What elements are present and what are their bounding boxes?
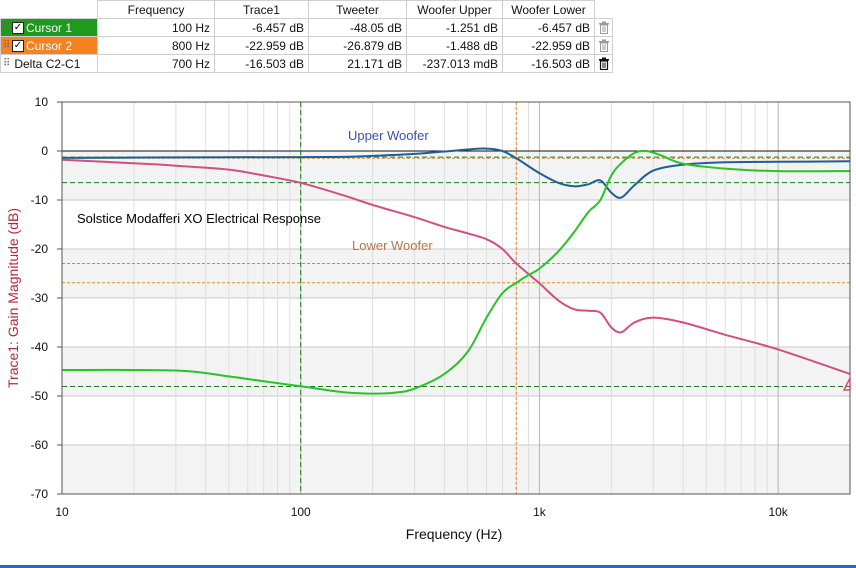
cell-trace1: -16.503 dB [214,54,309,73]
trash-icon[interactable] [596,57,612,70]
cell-frequency: 700 Hz [97,54,215,73]
upper-woofer-label: Upper Woofer [348,128,429,143]
cursor-name-cell[interactable]: ⠿ ✓ Cursor 2 [0,36,98,55]
trash-icon[interactable] [596,39,612,52]
cursor-name: Delta C2-C1 [14,56,81,71]
cell-woofer-upper: -1.488 dB [406,36,503,55]
x-axis-title: Frequency (Hz) [406,526,502,542]
y-tick-label: -70 [31,487,49,501]
status-bar [0,565,856,568]
y-tick-label: -30 [31,291,49,305]
cursor-row-2[interactable]: ⠿ ✓ Cursor 2 800 Hz -22.959 dB -26.879 dB … [0,36,613,55]
cell-trace1: -6.457 dB [214,18,309,37]
checkbox-icon[interactable]: ✓ [12,21,24,34]
cursor-row-delta[interactable]: ⠿ Delta C2-C1 700 Hz -16.503 dB 21.171 d… [0,54,613,73]
grip-icon[interactable]: ⠿ [3,22,10,34]
grid-band [62,445,850,494]
cursor-table-header: Frequency Trace1 Tweeter Woofer Upper Wo… [0,0,613,19]
x-tick-label: 1k [533,505,547,519]
y-tick-label: 0 [41,144,48,158]
y-tick-label: 10 [35,95,49,109]
y-tick-label: -60 [31,438,49,452]
col-header[interactable]: Frequency [97,0,215,19]
grid-band [62,249,850,298]
cell-tweeter: 21.171 dB [308,54,407,73]
col-header[interactable]: Woofer Lower [502,0,595,19]
series-lines [62,147,850,395]
trace-marker-icon[interactable] [842,377,851,391]
y-tick-label: -10 [31,193,49,207]
corner-cell [594,0,613,19]
woofer-upper-line [62,147,850,199]
trash-button[interactable] [594,36,613,55]
grip-icon[interactable]: ⠿ [3,58,10,70]
cursor-name: Cursor 2 [26,38,73,53]
col-header[interactable]: Woofer Upper [406,0,503,19]
x-tick-label: 10k [768,505,788,519]
lower-woofer-label: Lower Woofer [352,238,433,253]
trace1-woofer-lower-line [62,158,850,375]
trash-button[interactable] [594,54,613,73]
chart-title-annotation: Solstice Modafferi XO Electrical Respons… [77,211,321,226]
cursor-name-cell[interactable]: ⠿ ✓ Cursor 1 [0,18,98,37]
x-tick-label: 100 [291,505,311,519]
x-tick-label: 10 [55,505,69,519]
cursor-table: Frequency Trace1 Tweeter Woofer Upper Wo… [0,0,613,73]
tweeter-line [62,149,850,395]
y-axis-title: Trace1: Gain Magnitude (dB) [5,208,21,388]
cell-woofer-lower: -6.457 dB [502,18,595,37]
cell-woofer-upper: -237.013 mdB [406,54,503,73]
grip-icon[interactable]: ⠿ [3,40,10,52]
cursor-name-cell[interactable]: ⠿ Delta C2-C1 [0,54,98,73]
annotations: Upper Woofer Solstice Modafferi XO Elect… [77,128,433,253]
trash-icon[interactable] [596,21,612,34]
grid-band [62,151,850,200]
col-header[interactable]: Tweeter [308,0,407,19]
cursor-name: Cursor 1 [26,20,73,35]
y-tick-label: -20 [31,242,49,256]
cell-woofer-lower: -16.503 dB [502,54,595,73]
y-tick-label: -50 [31,389,49,403]
checkbox-icon[interactable]: ✓ [12,39,24,52]
y-tick-label: -40 [31,340,49,354]
